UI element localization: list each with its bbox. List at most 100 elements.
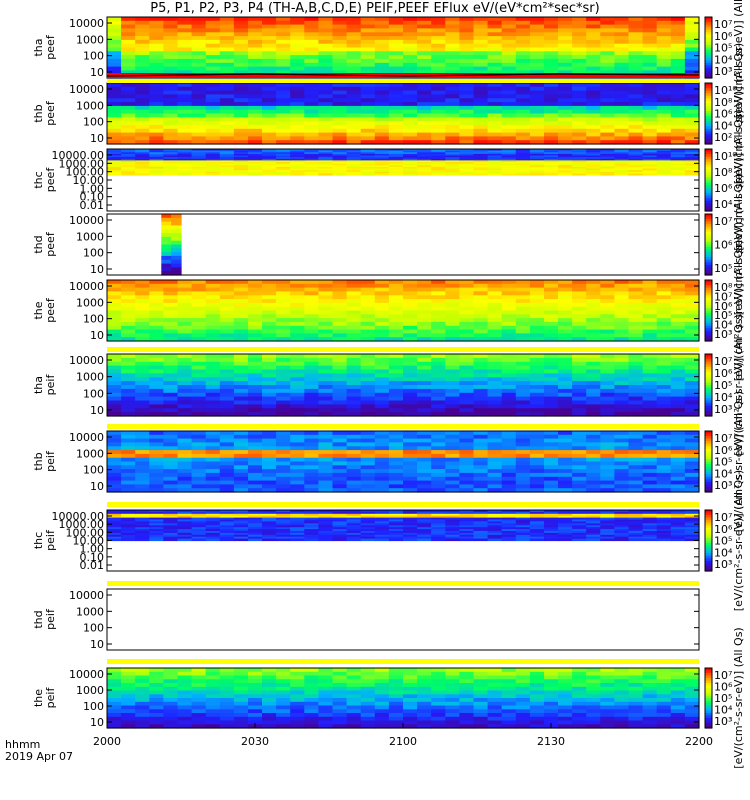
heatmap-cell [558,150,573,153]
heatmap-cell [360,310,376,315]
heatmap-cell [191,162,207,165]
heatmap-cell [501,163,517,166]
heatmap-cell [656,392,672,398]
heatmap-cell [388,162,404,165]
heatmap-cell [417,55,432,60]
heatmap-cell [135,465,150,470]
heatmap-cell [501,117,517,122]
heatmap-cell [205,66,221,71]
heatmap-cell [558,472,573,478]
heatmap-cell [487,457,503,463]
heatmap-cell [487,113,503,118]
heatmap-cell [388,325,404,331]
heatmap-cell [515,299,531,304]
heatmap-cell [487,32,503,37]
heatmap-cell [332,28,348,33]
heatmap-cell [572,480,587,485]
y-tick-label: 0.01 [80,199,105,212]
heatmap-cell [459,94,475,99]
heatmap-cell [360,361,376,367]
colorbar-segment [705,95,712,99]
heatmap-cell [403,538,418,542]
colorbar-segment [705,156,712,160]
heatmap-cell [600,515,615,519]
heatmap-cell [544,168,559,171]
heatmap-cell [487,515,503,519]
heatmap-cell [219,314,235,319]
heatmap-cell [388,519,404,522]
heatmap-cell [304,287,319,292]
heatmap-cell [318,166,334,170]
heatmap-cell [177,170,193,173]
heatmap-cell [684,369,700,374]
heatmap-cell [670,337,686,342]
heatmap-cell [487,488,503,493]
heatmap-cell [388,527,404,530]
heatmap-cell [205,480,221,485]
heatmap-cell [544,412,559,417]
heatmap-cell [121,450,136,455]
colorbar-segment [705,249,712,253]
heatmap-cell [515,128,531,134]
heatmap-cell [177,109,193,115]
heatmap-cell [684,162,700,165]
heatmap-cell [360,457,376,463]
heatmap-cell [431,534,446,538]
heatmap-cell [572,17,587,22]
heatmap-cell [473,86,489,92]
heatmap-cell [163,400,179,405]
heatmap-cell [248,450,263,455]
heatmap-cell [374,117,390,122]
heatmap-cell [248,318,263,323]
heatmap-cell [171,217,182,223]
heatmap-cell [360,465,376,470]
heatmap-cell [572,536,587,540]
heatmap-cell [248,531,263,534]
heatmap-cell [586,511,601,515]
heatmap-cell [135,365,150,371]
heatmap-cell [487,105,503,111]
heatmap-cell [544,465,559,470]
heatmap-cell [332,166,348,170]
heatmap-cell [121,476,136,482]
heatmap-cell [572,329,587,334]
heatmap-cell [473,392,489,398]
y-tick-label: 10000 [69,280,104,293]
heatmap-cell [360,149,376,152]
heatmap-cell [107,165,122,168]
heatmap-cell [544,392,559,398]
heatmap-cell [388,408,404,413]
heatmap-cell [614,86,630,92]
heatmap-cell [417,469,432,474]
heatmap-cell [191,113,207,118]
heatmap-cell [670,381,686,386]
heatmap-cell [346,532,362,536]
heatmap-cell [205,412,221,417]
heatmap-cell [431,43,446,49]
heatmap-cell [177,86,193,92]
heatmap-cell [219,453,235,459]
heatmap-cell [431,109,446,115]
heatmap-cell [121,357,136,363]
heatmap-cell [459,354,475,359]
heatmap-cell [558,291,573,296]
heatmap-cell [205,94,221,99]
heatmap-cell [191,361,207,367]
heatmap-cell [431,113,446,118]
heatmap-cell [558,43,573,49]
heatmap-cell [586,521,601,524]
heatmap-cell [529,86,545,92]
heatmap-cell [219,529,235,532]
heatmap-cell [572,28,587,33]
heatmap-cell [233,337,249,342]
heatmap-cell [501,381,517,386]
heatmap-cell [473,280,489,285]
heatmap-cell [107,453,122,459]
heatmap-cell [501,302,517,308]
heatmap-cell [431,86,446,92]
heatmap-cell [642,408,658,413]
heatmap-cell [191,51,207,56]
heatmap-cell [304,385,319,390]
heatmap-cell [628,28,644,33]
